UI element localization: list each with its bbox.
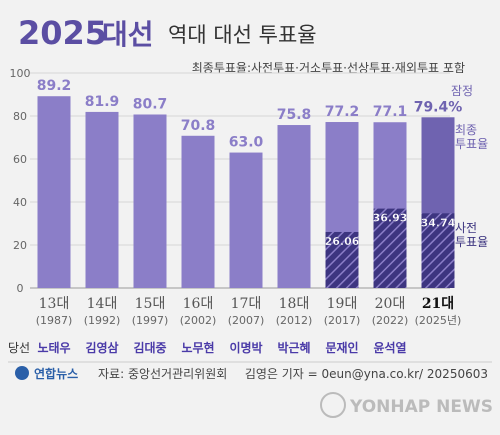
- x-tick-year: (2017): [324, 314, 361, 327]
- winner-name: 김영삼: [85, 340, 118, 355]
- bar-final: [85, 111, 119, 288]
- x-axis-labels: 13대 (1987) 노태우 14대 (1992) 김영삼 15대 (1997) 김대중 16대 (…: [36, 296, 462, 355]
- legend-early-line2: 투표율: [455, 235, 488, 249]
- bar-final: [133, 114, 167, 289]
- winner-name: 이명박: [229, 340, 262, 355]
- winner-name: 박근혜: [277, 340, 310, 355]
- x-tick-label: 18대: [279, 296, 310, 312]
- x-tick-label: 21대: [422, 296, 454, 312]
- legend-final-line2: 투표율: [455, 137, 488, 151]
- winner-name: 문재인: [325, 340, 358, 355]
- y-tick-label: 60: [13, 153, 27, 166]
- y-tick-label: 80: [13, 110, 27, 123]
- watermark-icon: [320, 392, 346, 418]
- yonhap-logo-icon: [15, 366, 29, 380]
- winner-name: 노무현: [181, 340, 214, 355]
- bar-early: [421, 213, 455, 288]
- title-event: 대선: [102, 18, 154, 51]
- data-label-final: 80.7: [133, 96, 168, 112]
- legend-final-line1: 최종: [455, 123, 477, 137]
- x-tick-year: (1992): [84, 314, 121, 327]
- data-label-early: 26.06: [325, 235, 360, 248]
- x-tick-year: (1987): [36, 314, 73, 327]
- x-tick-year: (1997): [132, 314, 169, 327]
- x-tick-year: (2022): [372, 314, 409, 327]
- data-label-final: 63.0: [229, 135, 264, 151]
- x-tick-label: 14대: [87, 296, 118, 312]
- bar-early: [373, 208, 407, 288]
- y-tick-label: 0: [17, 282, 24, 295]
- x-tick-year: (2007): [228, 314, 265, 327]
- x-tick-label: 20대: [375, 296, 406, 312]
- data-label-final: 77.1: [373, 104, 408, 120]
- footer-source: 자료: 중앙선거관리위원회: [98, 367, 227, 381]
- data-label-final: 77.2: [325, 104, 360, 120]
- y-tick-label: 20: [13, 239, 27, 252]
- x-tick-label: 19대: [327, 296, 358, 312]
- legend-provisional: 잠정: [451, 84, 473, 98]
- data-label-final: 75.8: [277, 107, 312, 123]
- footer-credit: 김영은 기자 = 0eun@yna.co.kr/ 20250603: [245, 367, 488, 381]
- footer-logo: 연합뉴스: [34, 366, 78, 381]
- x-tick-label: 17대: [231, 296, 262, 312]
- y-tick-label: 40: [13, 196, 27, 209]
- bar-final: [229, 152, 263, 288]
- x-tick-year: (2002): [180, 314, 217, 327]
- data-label-final: 89.2: [37, 78, 72, 94]
- winner-name: 김대중: [133, 340, 166, 355]
- bar-final: [181, 135, 215, 288]
- data-label-early: 36.93: [373, 212, 408, 225]
- x-tick-year: (2012): [276, 314, 313, 327]
- bar-final: [277, 125, 311, 288]
- winner-name: 윤석열: [373, 340, 406, 355]
- winner-row-label: 당선: [8, 341, 30, 355]
- bar-final: [37, 96, 71, 288]
- x-tick-label: 15대: [135, 296, 166, 312]
- legend-early-line1: 사전: [455, 221, 477, 235]
- data-label-final: 81.9: [85, 94, 120, 110]
- watermark: YONHAP NEWS: [349, 397, 493, 417]
- x-tick-label: 13대: [39, 296, 70, 312]
- bars: [37, 96, 455, 289]
- data-label-final: 79.4%: [414, 99, 463, 115]
- bar-labels: 89.2 81.9 80.7 70.8 63.0 75.8 26.06 77.2 36.93 77…: [37, 78, 463, 248]
- chart-subtitle: 최종투표율:사전투표·거소투표·선상투표·재외투표 포함: [192, 61, 465, 75]
- y-tick-label: 100: [10, 67, 31, 80]
- x-tick-label: 16대: [183, 296, 214, 312]
- bar-early: [325, 231, 359, 288]
- chart-title: 역대 대선 투표율: [168, 23, 317, 47]
- x-tick-year: (2025년): [415, 314, 462, 327]
- data-label-early: 34.74: [421, 216, 456, 229]
- title-year: 2025: [18, 14, 107, 52]
- data-label-final: 70.8: [181, 118, 216, 134]
- y-axis-ticks: 0 20 40 60 80 100: [10, 67, 31, 295]
- winner-name: 노태우: [37, 340, 70, 355]
